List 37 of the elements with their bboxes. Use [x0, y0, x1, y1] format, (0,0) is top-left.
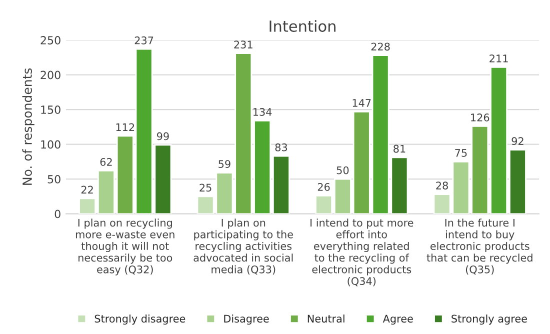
data-label: 28	[436, 182, 448, 190]
x-tick-label: In the future I intend to buy electronic products that can be recycled (Q35)	[426, 218, 532, 275]
data-label: 25	[200, 184, 212, 192]
y-tick-label: 50	[48, 175, 60, 184]
data-label: 112	[116, 123, 134, 132]
data-label: 237	[134, 36, 154, 44]
x-tick-label: I intend to put more effort into everything related to the recycling of electronic products (Q34)	[310, 218, 414, 286]
legend-label: Strongly disagree	[94, 314, 186, 325]
legend-label: Agree	[382, 314, 413, 325]
data-label: 75	[455, 149, 467, 157]
data-label: 126	[471, 114, 490, 122]
y-tick-label: 0	[54, 210, 60, 218]
data-label: 26	[318, 183, 330, 191]
data-label: 211	[490, 54, 508, 62]
y-axis-title: No. of respondents	[22, 68, 34, 185]
data-label: 62	[100, 158, 112, 166]
legend-label: Disagree	[224, 314, 269, 325]
y-tick-label: 250	[40, 36, 60, 44]
data-label: 231	[234, 40, 252, 48]
data-label: 59	[218, 160, 230, 168]
legend-label: Strongly agree	[452, 314, 527, 325]
data-label: 99	[156, 132, 169, 140]
y-tick-label: 100	[41, 140, 60, 149]
data-label: 50	[336, 166, 349, 174]
legend-label: Neutral	[308, 314, 344, 323]
data-label: 81	[394, 144, 406, 153]
data-label: 228	[371, 42, 390, 51]
data-label: 134	[254, 108, 272, 116]
data-label: 92	[512, 137, 524, 146]
y-tick-label: 200	[40, 70, 60, 80]
y-tick-label: 150	[41, 106, 60, 114]
data-label: 22	[81, 186, 93, 194]
chart-title: Intention	[270, 20, 336, 32]
data-label: 83	[275, 143, 288, 152]
data-label: 147	[352, 99, 371, 107]
x-tick-label: I plan on participating to the recycling activities advocated in social media (Q33)	[194, 218, 293, 275]
x-tick-label: I plan on recycling more e-waste even though it will not necessarily be too easy (Q32)	[76, 218, 174, 276]
